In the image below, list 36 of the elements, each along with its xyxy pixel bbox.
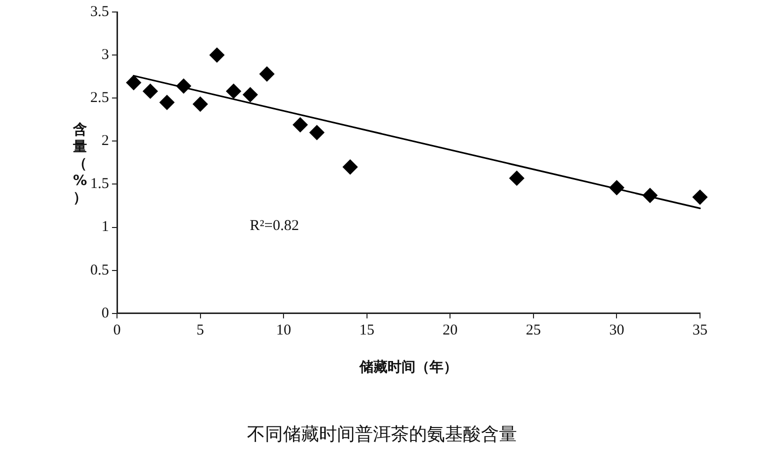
x-tick-label: 20 xyxy=(442,322,458,338)
point xyxy=(209,48,224,63)
y-tick-label: 3 xyxy=(102,46,109,63)
y-tick-label: 0 xyxy=(102,305,109,322)
point xyxy=(609,180,624,196)
point xyxy=(126,75,142,90)
point xyxy=(292,117,308,132)
point xyxy=(642,188,658,203)
x-tick-label: 0 xyxy=(113,322,121,338)
point xyxy=(309,125,324,140)
x-tick-label: 5 xyxy=(196,322,204,338)
annotation: R²=0.82 xyxy=(250,218,300,234)
point xyxy=(509,170,524,186)
x-tick-label: 35 xyxy=(692,322,708,338)
point xyxy=(259,66,274,82)
point xyxy=(342,160,358,175)
x-axis-title: 储藏时间（年） xyxy=(358,360,458,376)
point xyxy=(692,190,708,205)
y-tick-label: 2 xyxy=(102,133,109,150)
y-tick-label: 3.5 xyxy=(90,4,109,20)
point xyxy=(226,84,242,99)
y-tick-label: 0.5 xyxy=(90,262,109,278)
point xyxy=(159,94,174,110)
x-tick-label: 30 xyxy=(609,322,624,338)
x-tick-label: 10 xyxy=(276,322,292,338)
point xyxy=(192,96,208,112)
y-tick-label: 1 xyxy=(102,219,109,236)
point xyxy=(242,87,258,102)
y-tick-label: 1.5 xyxy=(90,176,109,192)
y-axis-title: 含量（%） xyxy=(72,122,88,207)
point xyxy=(176,78,192,94)
x-tick-label: 25 xyxy=(526,322,541,338)
y-tick-label: 2.5 xyxy=(90,90,109,106)
text: 不同储藏时间普洱茶的氨基酸含量 xyxy=(247,424,517,445)
x-tick-label: 15 xyxy=(359,322,374,338)
point xyxy=(142,84,158,99)
